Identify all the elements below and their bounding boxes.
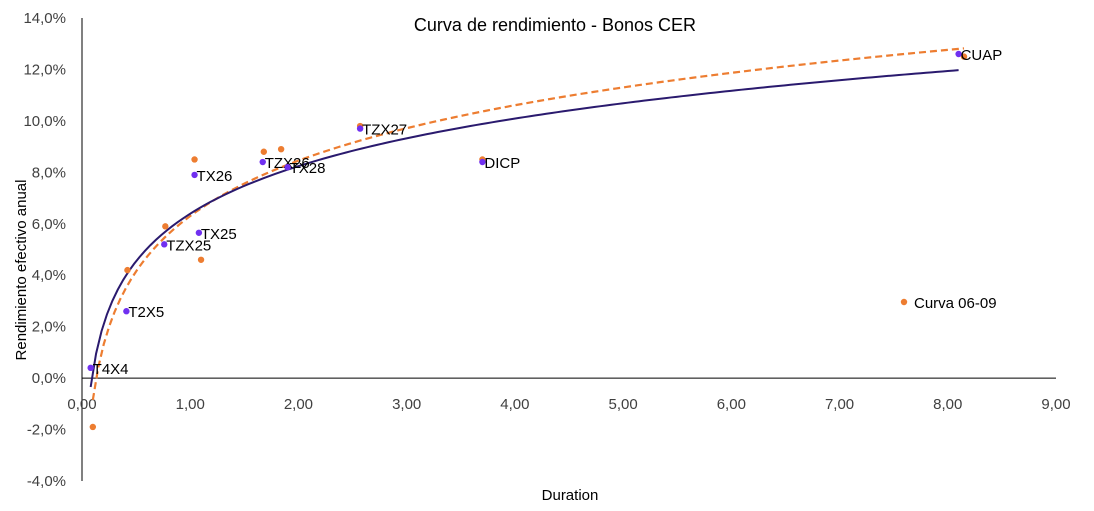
- point-previous: [960, 53, 968, 60]
- y-tick-label: 4,0%: [32, 267, 66, 284]
- y-tick-label: -2,0%: [27, 422, 66, 439]
- point-tx25: [195, 229, 203, 236]
- y-tick-label: 10,0%: [23, 113, 66, 130]
- point-dicp: [479, 158, 486, 166]
- trendline-current: [89, 69, 959, 388]
- point-previous: [277, 145, 285, 153]
- x-tick-label: 0,00: [67, 396, 96, 413]
- point-label-tzx25: TZX25: [166, 237, 211, 254]
- x-tick-label: 8,00: [933, 396, 962, 413]
- x-tick-label: 4,00: [500, 396, 529, 413]
- y-tick-label: 2,0%: [32, 319, 66, 336]
- point-tx28: [284, 163, 291, 171]
- point-tx26: [191, 171, 198, 179]
- x-axis-title: Duration: [542, 487, 599, 504]
- point-previous: [124, 266, 131, 274]
- point-label-t2x5: T2X5: [128, 304, 164, 321]
- point-label-tzx27: TZX27: [362, 122, 407, 139]
- y-tick-label: -4,0%: [27, 473, 66, 490]
- point-tzx27: [356, 125, 364, 132]
- x-tick-label: 2,00: [284, 396, 313, 413]
- y-tick-label: 0,0%: [32, 370, 66, 387]
- legend: Curva 06-09: [900, 295, 997, 312]
- x-tick-label: 6,00: [717, 396, 746, 413]
- point-previous: [191, 156, 198, 163]
- chart-title: Curva de rendimiento - Bonos CER: [414, 15, 696, 35]
- y-axis-title: Rendimiento efectivo anual: [13, 180, 30, 361]
- point-label-tx28: TX28: [290, 160, 326, 177]
- point-t4x4: [87, 364, 94, 372]
- point-previous: [260, 148, 268, 155]
- x-tick-label: 9,00: [1041, 396, 1070, 413]
- axes: 0,00 1,00 2,00 3,00 4,00 5,00 6,00 7,00 8,00 9,00…: [23, 10, 1070, 490]
- trendlines: [89, 47, 965, 401]
- point-label-tx26: TX26: [197, 168, 233, 185]
- point-label-tzx26: TZX26: [265, 155, 310, 172]
- point-previous: [197, 256, 205, 263]
- x-tick-label: 7,00: [825, 396, 854, 413]
- point-t2x5: [123, 308, 130, 315]
- y-tick-label: 8,0%: [32, 164, 66, 181]
- point-previous: [162, 223, 169, 230]
- legend-marker-previous: [900, 298, 908, 306]
- point-tzx26: [259, 158, 266, 166]
- x-tick-label: 5,00: [609, 396, 638, 413]
- x-tick-label: 1,00: [176, 396, 205, 413]
- point-label-t4x4: T4X4: [93, 361, 129, 378]
- point-previous: [89, 423, 97, 431]
- point-label-tx25: TX25: [201, 226, 237, 243]
- x-tick-label: 3,00: [392, 396, 421, 413]
- point-cuap: [955, 50, 962, 58]
- point-label-dicp: DICP: [484, 155, 520, 172]
- y-tick-label: 14,0%: [23, 10, 66, 27]
- y-tick-label: 12,0%: [23, 61, 66, 78]
- point-tzx25: [161, 241, 168, 248]
- trendline-previous: [91, 47, 965, 401]
- point-label-cuap: CUAP: [961, 47, 1003, 64]
- legend-label-previous: Curva 06-09: [914, 295, 997, 312]
- y-tick-label: 6,0%: [32, 216, 66, 233]
